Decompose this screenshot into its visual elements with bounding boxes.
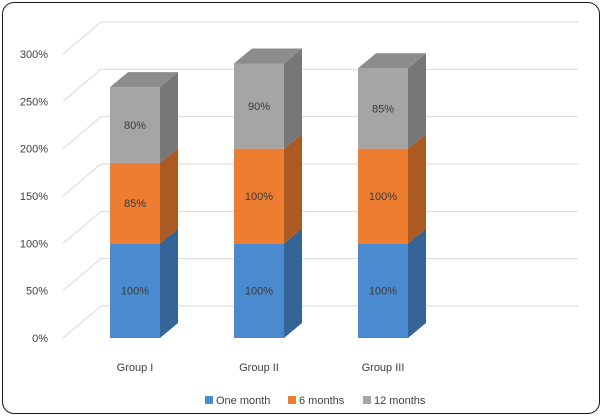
legend-item: 6 months xyxy=(288,395,345,407)
legend-swatch xyxy=(288,396,296,404)
gridline-diagonal xyxy=(63,69,101,101)
data-label: 85% xyxy=(372,103,394,115)
bar-side xyxy=(160,72,178,163)
y-axis: 0% 50% 100% 150% 200% 250% 300% xyxy=(20,49,48,345)
data-label: 100% xyxy=(369,286,397,298)
data-label: 80% xyxy=(124,120,146,132)
data-label: 100% xyxy=(245,191,273,203)
gridline-diagonal xyxy=(63,306,101,338)
data-label: 100% xyxy=(369,191,397,203)
bar-side xyxy=(160,148,178,243)
gridline-diagonal xyxy=(63,211,101,243)
legend-label: 6 months xyxy=(299,395,345,407)
gridline-diagonal xyxy=(63,22,101,54)
x-tick-label: Group III xyxy=(362,362,405,374)
legend: One month 6 months 12 months xyxy=(205,395,426,407)
bar-side xyxy=(408,228,426,338)
legend-item: 12 months xyxy=(363,395,426,407)
y-tick-label: 300% xyxy=(20,49,48,61)
bar-segment: 100% xyxy=(234,134,302,244)
bar-side xyxy=(284,228,302,338)
legend-swatch xyxy=(363,396,371,404)
data-label: 85% xyxy=(124,198,146,210)
data-label: 100% xyxy=(121,286,149,298)
y-tick-label: 0% xyxy=(32,333,48,345)
y-tick-label: 100% xyxy=(20,238,48,250)
bars: 100% 85% 80% 100% 100% 90% 100% 100% 85% xyxy=(110,48,426,338)
legend-label: One month xyxy=(216,395,270,407)
bar-segment: 100% xyxy=(110,228,178,338)
bar-side xyxy=(284,134,302,244)
gridline-diagonal xyxy=(63,117,101,149)
data-label: 90% xyxy=(248,101,270,113)
bar-segment: 85% xyxy=(358,53,426,148)
bar-side xyxy=(284,48,302,148)
legend-item: One month xyxy=(205,395,270,407)
x-tick-label: Group II xyxy=(239,362,279,374)
bar-segment: 80% xyxy=(110,72,178,163)
y-tick-label: 250% xyxy=(20,96,48,108)
bar-segment: 90% xyxy=(234,48,302,148)
gridline-diagonal xyxy=(63,164,101,196)
bar-side xyxy=(160,228,178,338)
bar-segment: 100% xyxy=(358,134,426,244)
gridline-diagonal xyxy=(63,259,101,291)
legend-label: 12 months xyxy=(374,395,426,407)
y-tick-label: 200% xyxy=(20,144,48,156)
bar-segment: 100% xyxy=(234,228,302,338)
legend-swatch xyxy=(205,396,213,404)
bar-side xyxy=(408,53,426,148)
bar-side xyxy=(408,134,426,244)
y-tick-label: 50% xyxy=(26,286,48,298)
x-tick-label: Group I xyxy=(117,362,154,374)
x-axis: Group I Group II Group III xyxy=(117,362,405,374)
y-tick-label: 150% xyxy=(20,191,48,203)
bar-segment: 100% xyxy=(358,228,426,338)
data-label: 100% xyxy=(245,286,273,298)
